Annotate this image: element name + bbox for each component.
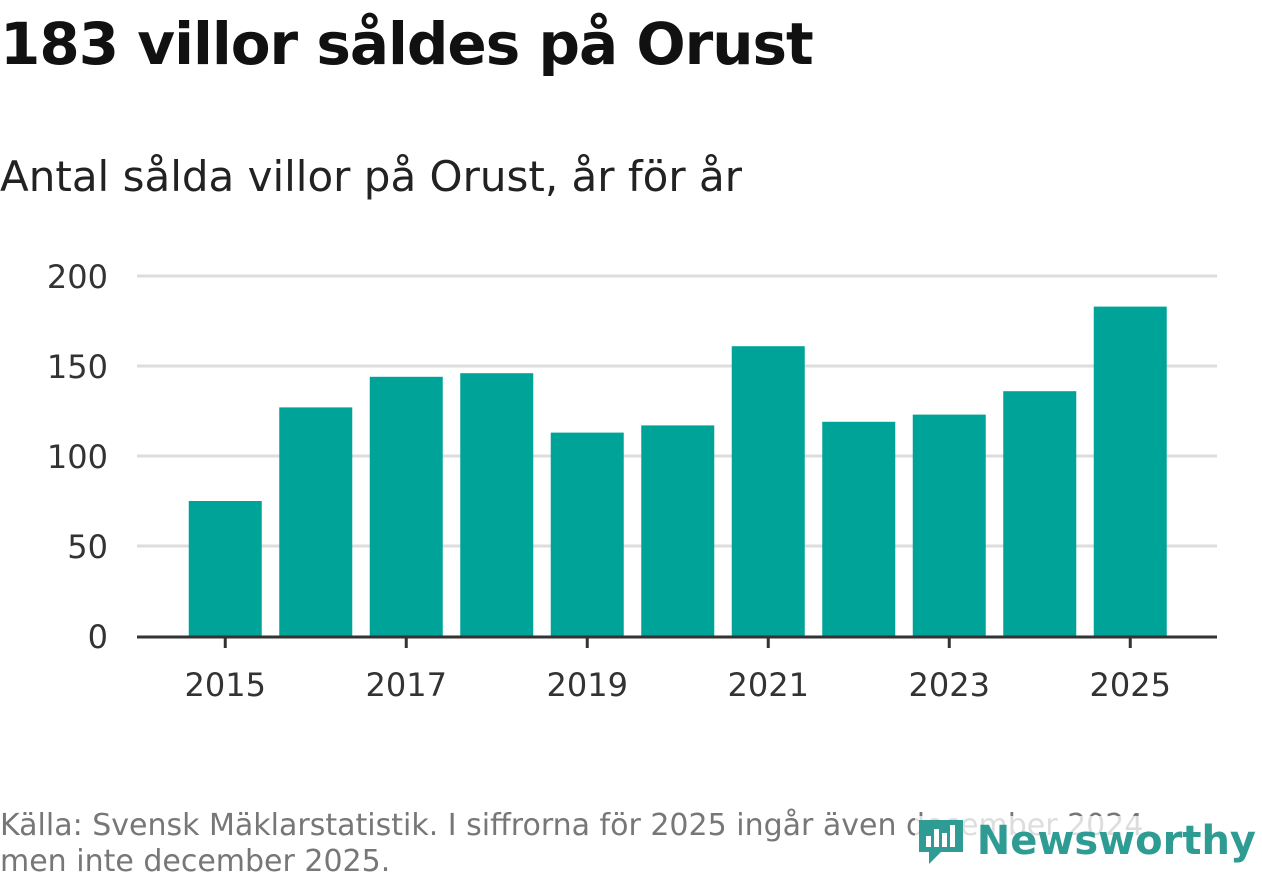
bar-2021 [731, 346, 805, 636]
logo-text: Newsworthy [976, 818, 1256, 864]
x-tick-label: 2015 [185, 666, 266, 704]
y-tick-label: 0 [88, 618, 108, 656]
bar-2016 [279, 407, 353, 636]
x-tick-label: 2017 [366, 666, 447, 704]
newsworthy-logo: Newsworthy [914, 816, 1256, 866]
bar-2024 [1003, 391, 1077, 636]
y-tick-label: 50 [67, 528, 108, 566]
bar-2023 [912, 414, 986, 636]
bar-chart-logo-icon [918, 820, 963, 864]
bar-chart: 0 50 100 150 200 2015 2017 2019 2021 2023 2025 [47, 258, 1217, 704]
bar-2018 [460, 373, 534, 636]
bar-2022 [822, 421, 896, 636]
bar-2019 [550, 432, 624, 636]
x-tick-label: 2025 [1090, 666, 1171, 704]
chart-subtitle: Antal sålda villor på Orust, år för år [0, 152, 742, 201]
chart-title: 183 villor såldes på Orust [0, 10, 814, 78]
bar-2025 [1093, 306, 1167, 636]
x-axis-ticks: 2015 2017 2019 2021 2023 2025 [185, 637, 1171, 704]
x-tick-label: 2021 [728, 666, 809, 704]
y-tick-label: 100 [47, 438, 108, 476]
bar-2017 [369, 376, 443, 636]
y-tick-label: 150 [47, 348, 108, 386]
bar-2020 [641, 425, 715, 636]
bars [188, 306, 1167, 636]
y-axis-ticks: 0 50 100 150 200 [47, 258, 108, 656]
x-tick-label: 2019 [547, 666, 628, 704]
x-tick-label: 2023 [909, 666, 990, 704]
bar-2015 [188, 501, 262, 636]
y-tick-label: 200 [47, 258, 108, 296]
